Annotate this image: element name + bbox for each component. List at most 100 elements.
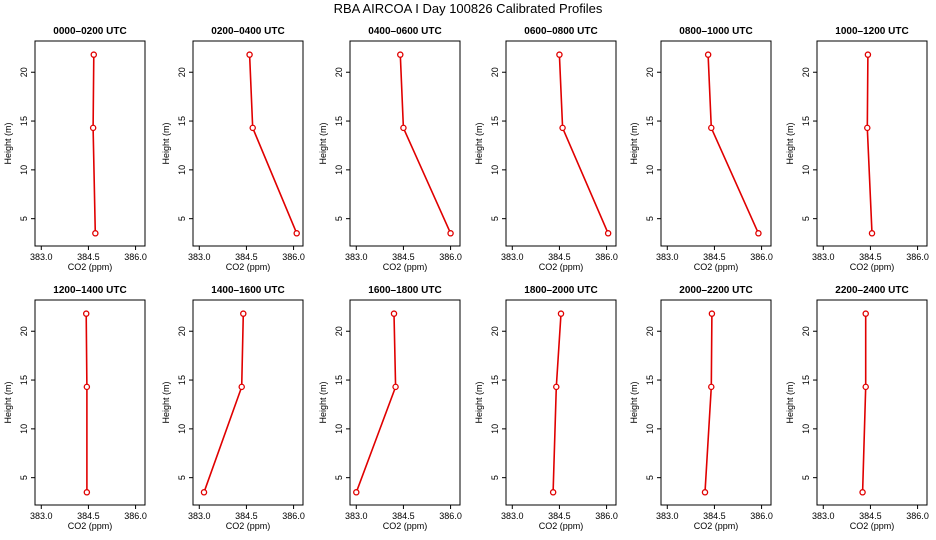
y-tick-label: 20: [490, 67, 500, 77]
x-tick-label: 386.0: [906, 252, 929, 262]
panel-title: 1800–2000 UTC: [524, 285, 597, 296]
y-axis-label: Height (m): [318, 381, 328, 423]
y-tick-label: 20: [19, 67, 29, 77]
data-point: [708, 124, 715, 132]
x-tick-label: 384.5: [392, 511, 415, 521]
x-tick-label: 383.0: [812, 511, 835, 521]
y-tick-label: 10: [801, 424, 811, 434]
x-tick-label: 386.0: [439, 252, 462, 262]
plot-frame: [505, 299, 617, 506]
data-point: [293, 230, 300, 237]
x-axis-label: CO2 (ppm): [68, 521, 113, 531]
plot-frame: [349, 299, 461, 506]
x-tick-label: 384.5: [392, 252, 415, 262]
y-tick-label: 20: [801, 67, 811, 77]
panel-title: 1400–1600 UTC: [211, 285, 284, 296]
x-tick-label: 386.0: [282, 252, 305, 262]
y-tick-label: 15: [334, 375, 344, 385]
data-point: [556, 51, 563, 58]
y-tick-label: 5: [334, 216, 344, 221]
y-tick-label: 5: [801, 216, 811, 221]
profile-line: [861, 313, 867, 493]
data-point: [447, 230, 454, 237]
data-point: [708, 310, 716, 317]
panel-7: 1200–1400 UTC 383.0 384.5 386.0 CO2 (ppm) 5 10…: [3, 285, 147, 531]
data-point: [400, 124, 407, 132]
data-point: [868, 230, 876, 237]
y-tick-label: 10: [19, 165, 29, 175]
plot-frame: [34, 299, 146, 506]
x-axis-label: CO2 (ppm): [539, 262, 584, 272]
y-axis-label: Height (m): [785, 381, 795, 423]
x-tick-label: 383.0: [812, 252, 835, 262]
x-tick-label: 386.0: [750, 511, 773, 521]
x-tick-label: 383.0: [188, 511, 211, 521]
data-point: [246, 51, 253, 58]
plot-frame: [660, 40, 772, 247]
x-tick-label: 384.5: [548, 252, 571, 262]
x-axis-label: CO2 (ppm): [226, 521, 271, 531]
x-tick-label: 384.5: [703, 511, 726, 521]
data-point: [90, 51, 98, 58]
x-axis-label: CO2 (ppm): [226, 262, 271, 272]
panel-title: 0600–0800 UTC: [524, 26, 597, 37]
panel-10: 1800–2000 UTC 383.0 384.5 386.0 CO2 (ppm) 5 10…: [474, 285, 618, 531]
data-point: [240, 310, 247, 317]
profile-line: [704, 313, 713, 493]
x-tick-label: 386.0: [595, 252, 618, 262]
x-tick-label: 383.0: [30, 511, 53, 521]
panel-title: 0400–0600 UTC: [368, 26, 441, 37]
data-point: [249, 124, 256, 132]
panel-9: 1600–1800 UTC 383.0 384.5 386.0 CO2 (ppm) 5 10…: [318, 285, 462, 531]
y-tick-label: 20: [177, 67, 187, 77]
data-point: [701, 489, 709, 496]
y-tick-label: 10: [177, 165, 187, 175]
y-tick-label: 5: [645, 475, 655, 480]
plot-frame: [192, 40, 304, 247]
y-tick-label: 5: [19, 216, 29, 221]
panel-title: 1200–1400 UTC: [53, 285, 126, 296]
profile-line: [92, 54, 97, 234]
y-tick-label: 5: [645, 216, 655, 221]
profile-line: [203, 313, 245, 493]
data-point: [755, 230, 762, 237]
x-axis-label: CO2 (ppm): [694, 521, 739, 531]
data-point: [353, 489, 360, 496]
panel-4: 0600–0800 UTC 383.0 384.5 386.0 CO2 (ppm) 5 10…: [474, 26, 618, 272]
y-tick-label: 5: [490, 475, 500, 480]
y-axis-label: Height (m): [629, 122, 639, 164]
panel-12: 2200–2400 UTC 383.0 384.5 386.0 CO2 (ppm) 5 10…: [785, 285, 929, 531]
y-tick-label: 15: [490, 375, 500, 385]
y-tick-label: 10: [801, 165, 811, 175]
plot-frame: [816, 299, 928, 506]
x-axis-label: CO2 (ppm): [850, 521, 895, 531]
data-point: [392, 383, 399, 391]
data-point: [549, 489, 557, 496]
data-point: [553, 383, 560, 391]
data-point: [92, 230, 99, 237]
x-tick-label: 386.0: [906, 511, 929, 521]
profile-line: [355, 313, 397, 493]
y-tick-label: 10: [334, 165, 344, 175]
x-tick-label: 383.0: [345, 252, 368, 262]
x-tick-label: 384.5: [77, 252, 100, 262]
x-tick-label: 384.5: [859, 511, 882, 521]
y-tick-label: 20: [334, 67, 344, 77]
y-tick-label: 10: [645, 424, 655, 434]
data-point: [83, 489, 91, 496]
x-tick-label: 384.5: [548, 511, 571, 521]
data-point: [397, 51, 404, 58]
y-axis-label: Height (m): [474, 381, 484, 423]
y-tick-label: 15: [490, 116, 500, 126]
x-axis-label: CO2 (ppm): [694, 262, 739, 272]
panel-3: 0400–0600 UTC 383.0 384.5 386.0 CO2 (ppm) 5 10…: [318, 26, 462, 272]
x-tick-label: 383.0: [656, 511, 679, 521]
y-axis-label: Height (m): [629, 381, 639, 423]
panel-5: 0800–1000 UTC 383.0 384.5 386.0 CO2 (ppm) 5 10…: [629, 26, 773, 272]
y-tick-label: 15: [645, 375, 655, 385]
data-point: [864, 51, 872, 58]
y-tick-label: 15: [19, 116, 29, 126]
profile-line: [866, 54, 873, 234]
x-tick-label: 383.0: [188, 252, 211, 262]
y-tick-label: 20: [801, 326, 811, 336]
